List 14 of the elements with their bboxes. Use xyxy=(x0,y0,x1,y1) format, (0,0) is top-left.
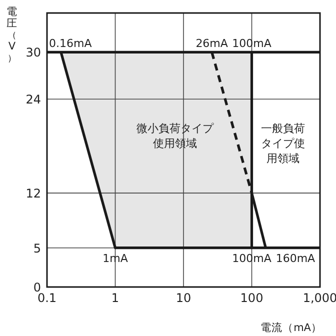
annotation: 160mA xyxy=(276,252,316,265)
y-tick-label: 12 xyxy=(26,186,41,201)
y-tick-label: 30 xyxy=(26,46,41,60)
x-tick-label: 1,000 xyxy=(302,291,336,305)
annotation: 26mA xyxy=(196,37,228,50)
y-tick-label: 5 xyxy=(33,241,41,256)
annotation: 0.16mA xyxy=(49,37,92,50)
annotation: 一般負荷タイプ使用領域 xyxy=(261,122,305,165)
x-tick-label: 100 xyxy=(240,291,264,305)
x-axis-title: 電流（mA） xyxy=(260,321,322,334)
x-tick-label: 1 xyxy=(111,291,120,305)
x-tick-label: 10 xyxy=(176,291,192,305)
y-tick-label: 24 xyxy=(26,92,41,107)
y-axis-title: 電圧（V） xyxy=(6,6,18,64)
